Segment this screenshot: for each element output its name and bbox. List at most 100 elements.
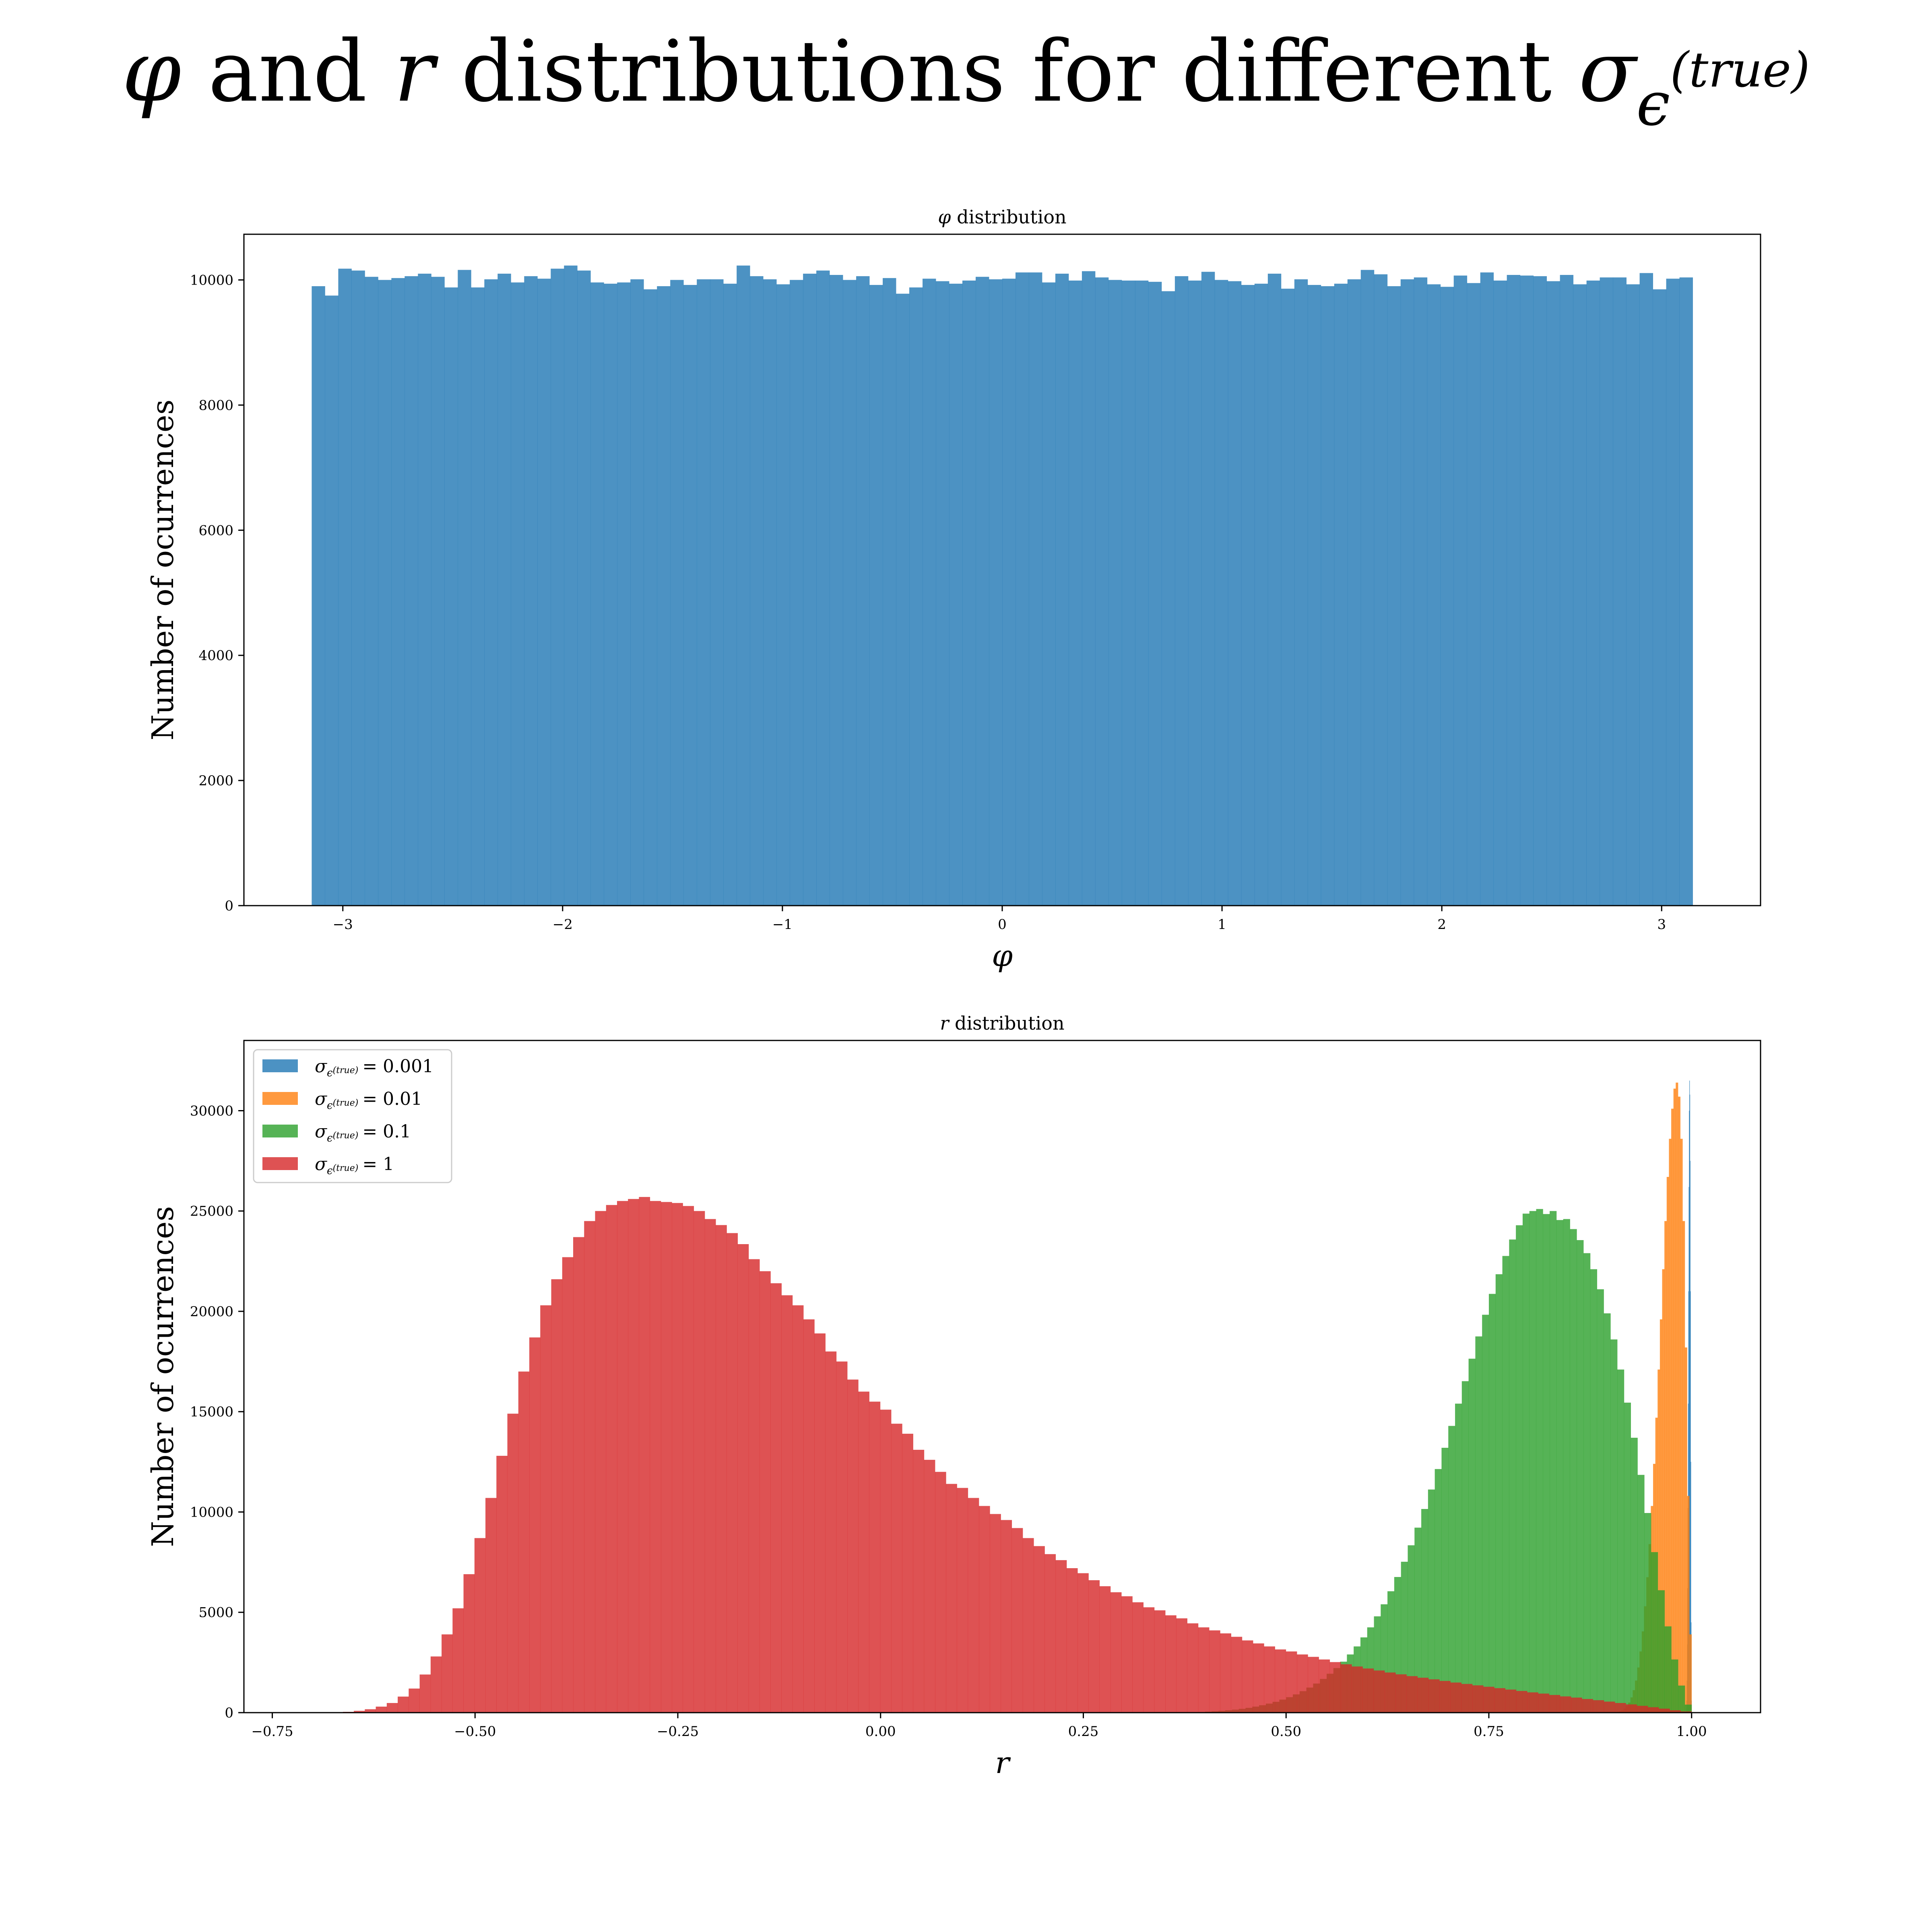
phi-ytick-label: 6000: [198, 522, 233, 539]
r-bar: [1671, 1108, 1674, 1713]
r-bar: [1468, 1358, 1476, 1713]
r-bar: [1373, 1670, 1385, 1713]
r-bar: [1176, 1618, 1187, 1713]
r-bar: [376, 1707, 387, 1713]
r-bar: [1488, 1294, 1496, 1713]
r-bar: [1187, 1623, 1199, 1713]
r-bar: [1662, 1269, 1665, 1713]
phi-bar: [856, 276, 870, 906]
phi-bar: [923, 279, 936, 906]
phi-bar: [816, 270, 830, 906]
r-bar: [1556, 1220, 1564, 1713]
r-bar: [924, 1459, 935, 1713]
phi-bar: [909, 287, 923, 906]
r-bar: [1439, 1681, 1451, 1713]
r-bar: [1550, 1211, 1557, 1713]
phi-ytick-label: 10000: [190, 272, 233, 288]
phi-bar: [737, 265, 750, 906]
r-bar: [386, 1703, 398, 1713]
phi-bar: [1626, 284, 1640, 906]
phi-bar: [683, 285, 697, 906]
r-bar: [1435, 1469, 1442, 1713]
r-bar: [1509, 1239, 1516, 1713]
r-bar: [430, 1656, 442, 1713]
r-xtick-label: 0.75: [1474, 1724, 1504, 1740]
r-bar: [990, 1514, 1001, 1713]
phi-bar: [511, 282, 524, 906]
r-bar: [1198, 1627, 1210, 1713]
phi-bar: [883, 278, 896, 906]
phi-xtick-label: −3: [333, 916, 353, 933]
phi-bar: [431, 277, 445, 906]
r-bar: [1384, 1672, 1396, 1713]
phi-bar: [763, 279, 777, 906]
r-bar: [781, 1295, 793, 1713]
phi-bar: [1068, 281, 1082, 906]
r-bar: [1637, 1475, 1645, 1713]
r-bar: [1088, 1580, 1100, 1713]
phi-bar: [1347, 279, 1361, 906]
phi-bar: [1334, 283, 1348, 906]
r-bar: [1505, 1689, 1517, 1713]
r-bar: [1231, 1637, 1243, 1713]
r-bar: [748, 1259, 760, 1713]
phi-bar: [1480, 272, 1494, 906]
phi-bar: [750, 276, 764, 906]
phi-bar: [1214, 280, 1228, 906]
r-bar: [1461, 1381, 1469, 1713]
phi-bar: [1387, 286, 1401, 906]
r-bar: [1522, 1214, 1530, 1713]
phi-bar: [1679, 277, 1693, 906]
phi-bar: [1573, 284, 1587, 906]
phi-y-ticks: 0 2000 4000 6000 8000 10000: [190, 272, 244, 914]
r-ytick-label: 25000: [190, 1203, 233, 1220]
phi-bar: [1493, 281, 1507, 906]
r-bar: [661, 1202, 672, 1713]
r-bar: [1264, 1646, 1275, 1713]
r-bar: [1615, 1703, 1626, 1713]
phi-bar: [1135, 281, 1149, 906]
r-bar: [1666, 1177, 1669, 1713]
phi-bar: [803, 273, 817, 906]
r-bar: [1560, 1696, 1571, 1713]
phi-bar: [962, 281, 976, 906]
phi-bar: [976, 277, 989, 906]
r-bar: [902, 1434, 913, 1713]
r-bar: [737, 1244, 749, 1713]
r-bar: [529, 1337, 541, 1713]
r-bar: [1275, 1649, 1286, 1713]
legend-entry-0001: σϵ(true) = 0.001: [262, 1056, 433, 1079]
r-ytick-label: 20000: [190, 1304, 233, 1320]
r-bar: [869, 1402, 881, 1713]
r-bar: [1538, 1693, 1549, 1713]
r-bar: [803, 1319, 815, 1713]
r-ytick-label: 30000: [190, 1103, 233, 1119]
r-bar: [1001, 1520, 1012, 1713]
r-bar: [606, 1205, 617, 1713]
r-bar: [1659, 1709, 1670, 1713]
r-bar: [1684, 1705, 1692, 1713]
r-bar: [1406, 1676, 1418, 1713]
phi-bar: [1427, 284, 1441, 906]
r-bar: [1475, 1336, 1482, 1713]
r-bar: [1143, 1607, 1155, 1713]
r-bar: [354, 1711, 365, 1713]
phi-x-ticks: −3 −2 −1 0 1 2 3: [333, 906, 1666, 933]
r-bar: [1286, 1651, 1297, 1713]
r-bar: [496, 1455, 508, 1713]
legend-entry-01: σϵ(true) = 0.1: [262, 1121, 411, 1144]
phi-xtick-label: 0: [998, 916, 1007, 933]
r-bar: [1448, 1426, 1455, 1713]
r-bar: [1483, 1686, 1494, 1713]
phi-bar: [1653, 289, 1666, 906]
svg-text:σϵ(true)= 0.1: σϵ(true) = 0.1: [315, 1121, 411, 1144]
title-r: r: [394, 22, 439, 121]
r-bar: [1688, 1187, 1689, 1713]
r-bar: [1077, 1573, 1089, 1713]
phi-bar: [524, 276, 538, 906]
r-bar: [1682, 1221, 1685, 1713]
r-bar: [1536, 1209, 1543, 1713]
r-bar: [1651, 1552, 1658, 1713]
r-xtick-label: −0.75: [251, 1724, 293, 1740]
